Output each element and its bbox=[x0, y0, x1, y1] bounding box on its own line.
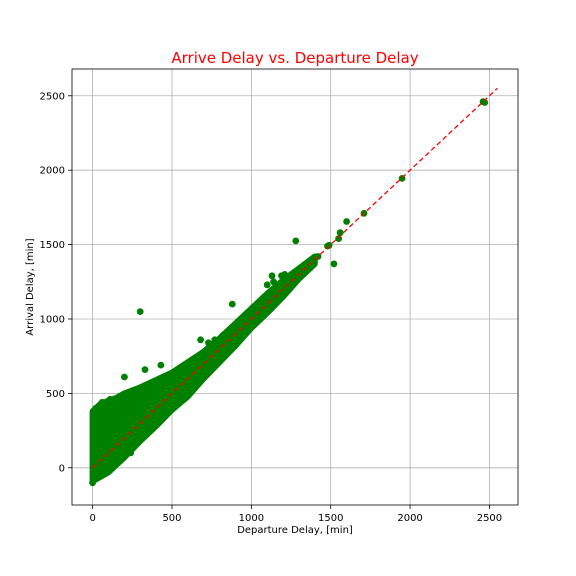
scatter-point bbox=[343, 218, 350, 225]
scatter-point bbox=[324, 242, 331, 250]
scatter-point bbox=[106, 395, 114, 403]
scatter-point bbox=[330, 260, 338, 268]
scatter-point bbox=[228, 300, 236, 308]
scatter-point bbox=[121, 373, 128, 381]
scatter-point bbox=[187, 360, 195, 367]
scatter-point bbox=[263, 281, 271, 289]
scatter-point bbox=[178, 372, 185, 379]
x-tick-label: 2500 bbox=[477, 513, 502, 524]
scatter-point bbox=[236, 321, 244, 329]
axis-ticks: 0 500 1000 1500 2000 2500 0 500 1000 1500 2000 2500 bbox=[40, 91, 503, 524]
scatter-point bbox=[130, 387, 138, 394]
scatter-point bbox=[92, 404, 100, 412]
scatter-point bbox=[90, 415, 97, 423]
y-tick-label: 500 bbox=[46, 389, 65, 400]
scatter-point bbox=[182, 387, 190, 394]
scatter-point bbox=[136, 401, 144, 409]
scatter-point bbox=[197, 336, 205, 344]
x-tick-label: 1500 bbox=[318, 513, 343, 524]
scatter-point bbox=[121, 419, 128, 427]
scatter-point bbox=[157, 361, 165, 369]
scatter-point bbox=[160, 410, 168, 418]
x-axis-label: Departure Delay, [min] bbox=[237, 525, 353, 536]
scatter-point bbox=[136, 308, 144, 315]
scatter-point bbox=[101, 446, 109, 454]
grid bbox=[72, 69, 518, 505]
scatter-point bbox=[89, 479, 96, 487]
scatter-point bbox=[141, 366, 149, 373]
scatter-point bbox=[335, 235, 342, 243]
scatter-point bbox=[171, 381, 179, 388]
y-axis-label: Arrival Delay, [min] bbox=[25, 238, 36, 335]
plot-area bbox=[89, 87, 498, 487]
scatter-point bbox=[94, 461, 102, 469]
scatter-point bbox=[211, 336, 219, 344]
scatter-point bbox=[292, 237, 300, 245]
scatter-point bbox=[127, 449, 135, 457]
x-tick-label: 0 bbox=[89, 513, 95, 524]
scatter-point bbox=[268, 272, 276, 280]
scatter-point bbox=[270, 278, 277, 286]
scatter-point bbox=[113, 395, 120, 403]
scatter-point bbox=[205, 339, 212, 347]
chart-title: Arrive Delay vs. Departure Delay bbox=[171, 49, 418, 67]
x-tick-label: 500 bbox=[162, 513, 181, 524]
y-tick-label: 2500 bbox=[40, 91, 65, 102]
reference-line bbox=[92, 87, 498, 469]
plot-frame bbox=[71, 68, 519, 506]
scatter-point bbox=[251, 306, 258, 314]
scatter-point bbox=[219, 332, 227, 339]
y-tick-label: 1000 bbox=[40, 314, 65, 325]
scatter-point bbox=[481, 99, 489, 106]
x-tick-label: 1000 bbox=[239, 513, 264, 524]
scatter-point bbox=[98, 398, 106, 406]
y-tick-label: 0 bbox=[59, 463, 65, 474]
y-tick-label: 2000 bbox=[40, 166, 65, 177]
y-tick-label: 1500 bbox=[40, 240, 65, 251]
scatter-point bbox=[336, 229, 344, 237]
scatter-point bbox=[108, 412, 116, 420]
scatter-point bbox=[278, 272, 285, 280]
scatter-point bbox=[289, 271, 296, 278]
x-tick-label: 2000 bbox=[397, 513, 422, 524]
